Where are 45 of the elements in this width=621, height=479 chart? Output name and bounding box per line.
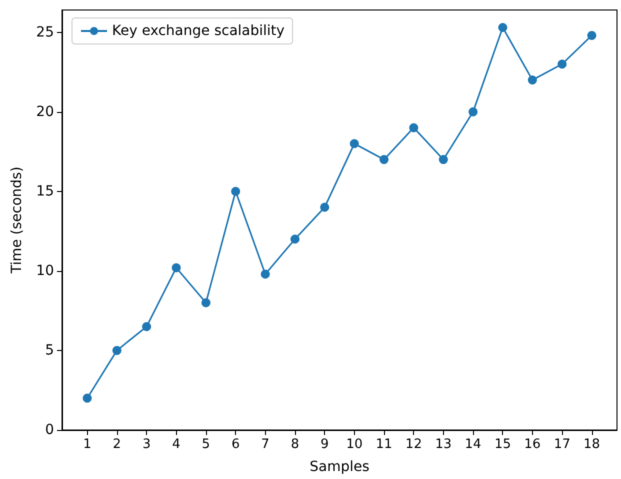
y-tick-label: 5 <box>45 342 54 358</box>
x-tick-label: 4 <box>172 437 180 452</box>
x-tick-label: 7 <box>261 437 270 452</box>
point <box>380 155 389 164</box>
x-axis-title: Samples <box>310 459 370 475</box>
point <box>172 263 181 272</box>
point <box>260 270 270 279</box>
point <box>528 76 537 84</box>
x-tick-label: 18 <box>584 437 600 452</box>
y-tick-label: 15 <box>36 183 54 200</box>
x-tick-label: 5 <box>202 437 210 452</box>
x-tick-label: 17 <box>554 437 570 452</box>
point <box>587 30 596 40</box>
x-tick-label: 15 <box>494 437 512 452</box>
point <box>290 234 300 244</box>
point <box>438 155 448 164</box>
point <box>142 322 152 332</box>
point <box>468 107 478 116</box>
x-tick-label: 9 <box>320 437 329 452</box>
x-tick-label: 14 <box>464 437 482 452</box>
x-tick-label: 6 <box>231 437 240 452</box>
x-tick-label: 10 <box>346 437 363 452</box>
y-tick-label: 20 <box>36 104 54 120</box>
point <box>201 298 210 308</box>
x-tick-label: 3 <box>142 437 151 452</box>
y-tick-label: 10 <box>36 262 54 279</box>
y-tick-label: 25 <box>36 24 54 40</box>
x-tick-label: 8 <box>290 437 300 452</box>
point <box>231 186 240 196</box>
point <box>82 394 92 403</box>
x-tick-label: 12 <box>405 437 422 452</box>
point <box>409 123 418 132</box>
y-axis-title: Time (seconds) <box>9 166 25 274</box>
x-tick-label: 2 <box>112 437 122 452</box>
point <box>320 202 330 212</box>
x-tick-label: 13 <box>435 437 452 452</box>
x-tick-label: 1 <box>83 437 92 452</box>
point <box>498 23 508 32</box>
point <box>558 60 567 69</box>
point <box>350 139 359 148</box>
x-tick-label: 16 <box>524 437 541 452</box>
y-tick-label: 0 <box>45 422 54 438</box>
legend-label: Key exchange scalability <box>112 23 285 39</box>
point <box>112 346 122 355</box>
x-tick-label: 11 <box>376 437 392 452</box>
